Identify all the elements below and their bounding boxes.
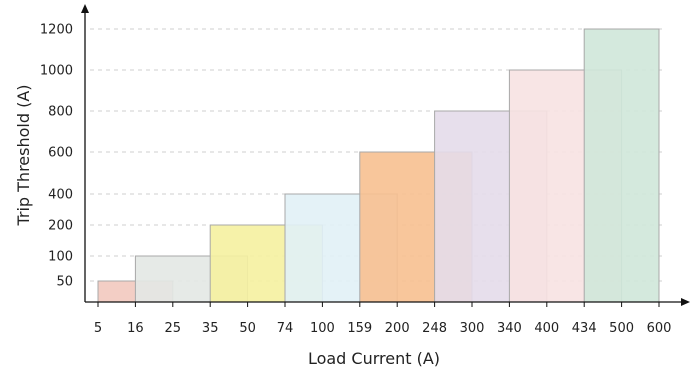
y-tick-label-800: 800 — [48, 105, 73, 120]
x-axis-arrow — [681, 298, 690, 306]
y-tick-label-400: 400 — [48, 188, 73, 203]
y-axis-title: Trip Threshold (A) — [14, 84, 33, 226]
x-tick-label-5: 5 — [94, 321, 102, 336]
x-tick-label-434: 434 — [572, 321, 597, 336]
x-tick-label-340: 340 — [497, 321, 522, 336]
x-tick-label-35: 35 — [202, 321, 219, 336]
y-tick-label-100: 100 — [48, 250, 73, 265]
x-tick-label-159: 159 — [347, 321, 372, 336]
x-tick-label-200: 200 — [385, 321, 410, 336]
x-tick-label-74: 74 — [277, 321, 294, 336]
x-axis-title: Load Current (A) — [308, 349, 440, 368]
x-tick-label-400: 400 — [534, 321, 559, 336]
bar-8 — [583, 28, 660, 303]
x-tick-label-100: 100 — [310, 321, 335, 336]
y-tick-label-1000: 1000 — [40, 64, 73, 79]
y-tick-label-50: 50 — [56, 275, 73, 290]
y-tick-label-1200: 1200 — [40, 23, 73, 38]
y-tick-label-200: 200 — [48, 219, 73, 234]
ticks-layer: 5 16 25 35 50 74 100 159 200 248 300 340 400 434 500 60… — [40, 23, 672, 337]
x-tick-label-600: 600 — [647, 321, 672, 336]
bars-layer — [97, 28, 660, 303]
x-tick-label-16: 16 — [127, 321, 144, 336]
x-tick-label-500: 500 — [609, 321, 634, 336]
x-tick-label-300: 300 — [460, 321, 485, 336]
y-axis-arrow — [81, 4, 89, 13]
x-tick-label-25: 25 — [165, 321, 182, 336]
y-tick-label-600: 600 — [48, 146, 73, 161]
x-tick-label-50: 50 — [239, 321, 256, 336]
x-tick-label-248: 248 — [422, 321, 447, 336]
